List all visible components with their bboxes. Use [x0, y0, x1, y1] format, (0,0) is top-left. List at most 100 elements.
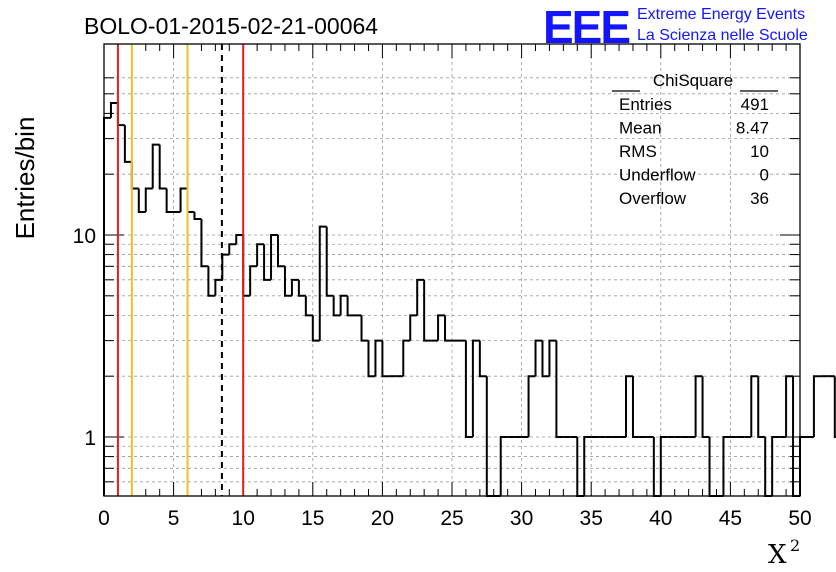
histogram-bin: [235, 234, 244, 245]
histogram-bin: [444, 315, 452, 342]
histogram-bin: [137, 188, 146, 213]
histogram-bin: [304, 295, 313, 317]
stats-title: ChiSquare: [653, 71, 733, 90]
histogram-bin: [534, 339, 543, 377]
stats-value: 36: [750, 189, 769, 208]
histogram-bin: [221, 253, 230, 280]
histogram-bin: [833, 376, 836, 438]
histogram-bin: [207, 266, 216, 297]
logo-line-2: La Scienza nelle Scuole: [637, 27, 808, 44]
histogram-bin: [437, 314, 446, 341]
histogram-bin: [318, 225, 327, 341]
stats-box: ChiSquare Entries 491 Mean 8.47 RMS 10 Underfl…: [612, 71, 778, 208]
histogram-bin: [270, 234, 278, 280]
histogram-bin: [471, 339, 480, 437]
histogram-bin: [423, 279, 432, 342]
histogram-bin: [381, 340, 390, 378]
histogram-bin: [214, 278, 223, 296]
x-tick-label: 15: [301, 507, 324, 530]
histogram-bin: [346, 295, 355, 317]
x-tick-label: 30: [510, 507, 533, 530]
stats-label: Overflow: [619, 189, 687, 208]
x-tick-label: 25: [440, 507, 463, 530]
histogram-bin: [249, 265, 258, 296]
histogram-bin: [478, 340, 487, 378]
histogram-bin: [158, 144, 167, 190]
y-tick-labels: 1 10: [73, 225, 96, 450]
histogram-bin: [409, 314, 418, 341]
histogram-bin: [297, 279, 306, 297]
histogram-bin: [290, 278, 299, 296]
histogram-bin: [200, 219, 209, 268]
histogram-bin: [263, 244, 272, 281]
histogram-bin: [332, 295, 341, 317]
eee-logo: EEE Extreme Energy Events La Scienza nel…: [543, 1, 808, 53]
histogram-bin: [527, 375, 536, 437]
histogram-bin: [659, 436, 668, 496]
histogram-bin: [625, 375, 633, 437]
histogram-bin: [360, 315, 369, 342]
histogram-bin: [757, 376, 766, 438]
histogram-bin: [256, 243, 265, 267]
reference-lines: [116, 44, 245, 496]
axis-ticks: [103, 44, 801, 496]
x-axis-title: X 2: [768, 536, 800, 570]
logo-line-1: Extreme Energy Events: [637, 6, 805, 23]
histogram-bin: [165, 188, 174, 213]
histogram-bin: [374, 339, 383, 377]
histogram-bin: [193, 211, 202, 221]
x-tick-label: 35: [580, 507, 603, 530]
x-axis-title-superscript: 2: [790, 536, 800, 555]
histogram-bin: [116, 103, 125, 127]
y-tick-label: 1: [84, 427, 96, 450]
logo-mark: EEE: [543, 1, 629, 53]
histogram-bin: [186, 188, 195, 213]
histogram-bin: [151, 143, 160, 189]
x-tick-label: 20: [371, 507, 394, 530]
stats-value: 491: [741, 95, 769, 114]
y-tick-label: 10: [73, 225, 96, 248]
histogram-bin: [499, 436, 508, 496]
stats-label: Entries: [619, 95, 672, 114]
histogram-bin: [402, 339, 411, 377]
histogram-bin: [311, 315, 320, 342]
histogram-bin: [416, 278, 425, 316]
x-tick-label: 10: [232, 507, 255, 530]
histogram-bin: [812, 375, 821, 437]
stats-label: Underflow: [619, 166, 696, 185]
histogram-bin: [771, 436, 780, 496]
histogram-bin: [485, 376, 494, 497]
histogram-bin: [701, 376, 710, 438]
stats-value: 0: [760, 166, 769, 185]
x-tick-label: 45: [719, 507, 742, 530]
histogram-bin: [750, 375, 759, 437]
histogram-bin: [277, 235, 285, 268]
histogram-bin: [179, 187, 188, 212]
histogram-bin: [583, 436, 592, 496]
x-tick-labels: 0 5 10 15 20 25 30 35 40 45 50: [98, 507, 812, 530]
histogram-bin: [464, 340, 473, 438]
x-tick-label: 40: [649, 507, 672, 530]
histogram-bin: [541, 340, 550, 378]
histogram-bin: [785, 375, 794, 437]
plot-frame: [103, 43, 801, 497]
stats-value: 8.47: [736, 119, 769, 138]
histogram-bin: [130, 161, 139, 190]
histogram-bin: [555, 340, 564, 438]
histogram-bin: [283, 266, 292, 297]
histogram-bin: [694, 375, 703, 437]
stats-label: RMS: [619, 142, 657, 161]
chart-title: BOLO-01-2015-02-21-00064: [84, 13, 378, 39]
y-axis-title: Entries/bin: [10, 117, 40, 240]
histogram-bin: [109, 102, 118, 118]
histogram-bin: [144, 187, 153, 212]
x-tick-label: 50: [788, 507, 811, 530]
x-axis-title-base: X: [768, 540, 787, 570]
histogram-bin: [123, 125, 132, 163]
x-tick-label: 0: [98, 507, 110, 530]
x-tick-label: 5: [168, 507, 180, 530]
histogram-bin: [367, 340, 376, 378]
stats-value: 10: [750, 142, 769, 161]
histogram-bin: [722, 436, 731, 496]
